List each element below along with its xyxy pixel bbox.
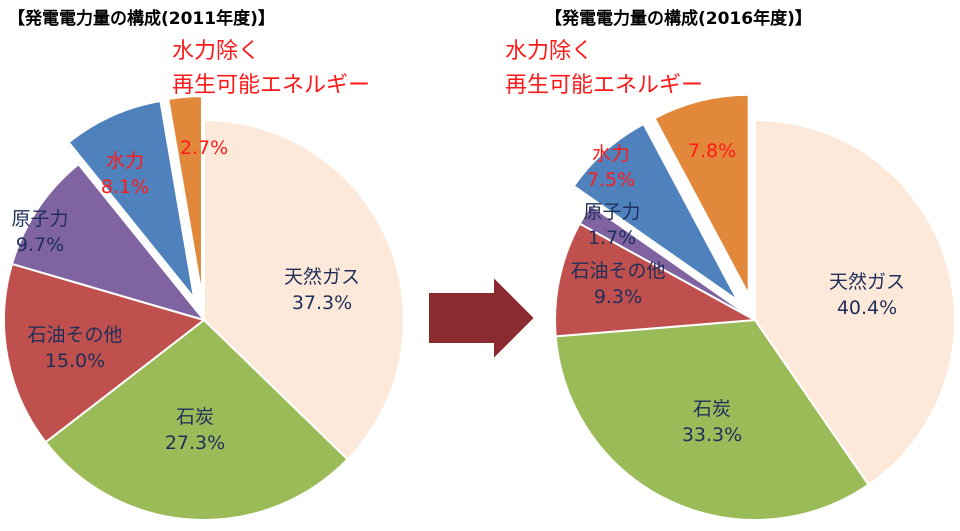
- renewables-callout-line2-2016: 再生可能エネルギー: [505, 73, 703, 98]
- pie-slice-renewables: [167, 95, 203, 297]
- slice-value-nuclear: 1.7%: [588, 227, 636, 249]
- slice-label-oil: 石油その他 9.3%: [570, 260, 665, 308]
- renewables-callout-line1-2016: 水力除く: [505, 39, 593, 64]
- pie-slice-renewables: [653, 93, 750, 296]
- slice-name-coal: 石炭: [176, 406, 214, 428]
- slice-value-gas: 37.3%: [292, 292, 352, 314]
- slice-label-hydro: 水力 8.1%: [101, 150, 149, 198]
- pie-slice-nuclear: [10, 162, 207, 322]
- slice-label-coal: 石炭 27.3%: [165, 406, 225, 454]
- slice-name-oil: 石油その他: [27, 324, 122, 346]
- slice-value-nuclear: 9.7%: [16, 234, 64, 256]
- pie-slice-oil: [554, 222, 759, 338]
- renewables-callout-line2-2011: 再生可能エネルギー: [172, 73, 370, 98]
- slice-value-oil: 15.0%: [45, 350, 105, 372]
- slice-value-hydro: 8.1%: [101, 176, 149, 198]
- transition-arrow-icon: [427, 273, 537, 363]
- slice-name-coal: 石炭: [693, 398, 731, 420]
- slice-value-renewables: 7.8%: [688, 140, 736, 162]
- renewables-callout-line1-2011: 水力除く: [172, 39, 260, 64]
- slice-value-gas: 40.4%: [837, 297, 897, 319]
- slice-value-hydro: 7.5%: [587, 169, 635, 191]
- slice-label-renewables: 7.8%: [688, 140, 736, 162]
- pie-slice-coal: [554, 318, 870, 521]
- slice-value-coal: 27.3%: [165, 432, 225, 454]
- pie-slice-gas: [754, 118, 956, 487]
- slice-name-hydro: 水力: [106, 150, 144, 172]
- pie-slice-hydro: [572, 122, 739, 302]
- chart-title-2011: 【発電電力量の構成(2011年度)】: [8, 8, 275, 29]
- slice-label-nuclear: 原子力 1.7%: [583, 201, 640, 249]
- slice-label-gas: 天然ガス 40.4%: [829, 271, 905, 319]
- slice-value-oil: 9.3%: [594, 286, 642, 308]
- slice-label-hydro: 水力 7.5%: [587, 143, 635, 191]
- slice-name-oil: 石油その他: [570, 260, 665, 282]
- slice-value-renewables: 2.7%: [180, 137, 228, 159]
- slice-label-gas: 天然ガス 37.3%: [284, 266, 360, 314]
- pie-chart-2011: 天然ガス 37.3% 石炭 27.3% 石油その他 15.0% 原子力 9.7% 水力 8.1% 2…: [3, 95, 405, 521]
- pie-slice-oil: [3, 262, 207, 444]
- chart-title-2016: 【発電電力量の構成(2016年度)】: [545, 8, 812, 29]
- slice-label-renewables: 2.7%: [180, 137, 228, 159]
- slice-name-gas: 天然ガス: [284, 266, 360, 288]
- slice-label-nuclear: 原子力 9.7%: [11, 208, 68, 256]
- pie-slice-coal: [44, 318, 349, 521]
- pie-chart-2016: 天然ガス 40.4% 石炭 33.3% 石油その他 9.3% 原子力 1.7% 水力 7.5% 7.…: [554, 93, 956, 521]
- slice-label-coal: 石炭 33.3%: [682, 398, 742, 446]
- slice-name-nuclear: 原子力: [583, 201, 640, 223]
- slice-name-gas: 天然ガス: [829, 271, 905, 293]
- pie-slice-hydro: [67, 99, 196, 302]
- slice-value-coal: 33.3%: [682, 424, 742, 446]
- slice-label-oil: 石油その他 15.0%: [27, 324, 122, 372]
- pie-slice-gas: [203, 118, 405, 461]
- slice-name-nuclear: 原子力: [11, 208, 68, 230]
- pie-slice-nuclear: [578, 204, 756, 321]
- slice-name-hydro: 水力: [592, 143, 630, 165]
